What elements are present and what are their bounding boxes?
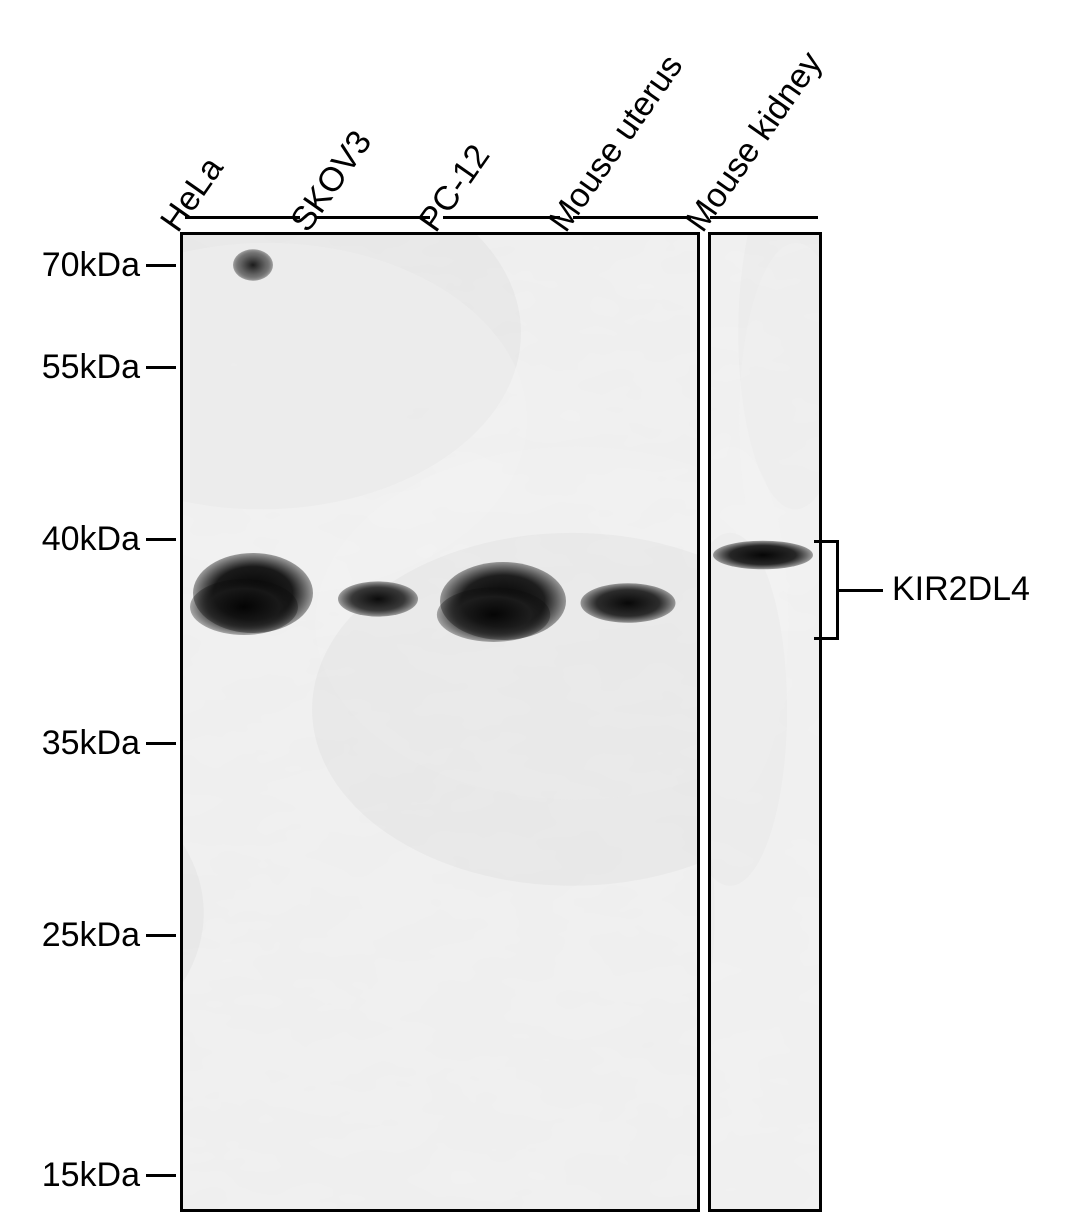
figure-stage: HeLa SKOV3 PC-12 Mouse uterus Mouse kidn… <box>0 0 1080 1227</box>
target-bracket-bot <box>814 637 836 640</box>
blot-background <box>183 235 700 1212</box>
blot-panel-main <box>180 232 700 1212</box>
lane-label: HeLa <box>153 150 232 239</box>
lane-header-bar <box>573 216 691 219</box>
lane-label: Mouse uterus <box>541 48 691 239</box>
mw-marker-label: 40kDa <box>10 520 140 559</box>
target-bracket-top <box>814 540 836 543</box>
mw-marker-tick <box>146 538 176 541</box>
lane-header-bar <box>315 216 430 219</box>
lane-header-bar <box>185 216 300 219</box>
mw-marker-tick <box>146 264 176 267</box>
target-bracket-stem <box>839 589 883 592</box>
blot-background <box>711 235 822 1212</box>
lane-header-bar <box>710 216 818 219</box>
lane-label: SKOV3 <box>283 124 380 239</box>
lane-label: Mouse kidney <box>678 45 830 239</box>
mw-marker-tick <box>146 742 176 745</box>
mw-marker-tick <box>146 934 176 937</box>
mw-marker-label: 35kDa <box>10 724 140 763</box>
mw-marker-label: 70kDa <box>10 246 140 285</box>
mw-marker-label: 25kDa <box>10 916 140 955</box>
mw-marker-tick <box>146 1174 176 1177</box>
lane-header-bar <box>443 216 560 219</box>
target-label: KIR2DL4 <box>892 570 1030 609</box>
mw-marker-label: 55kDa <box>10 348 140 387</box>
lane-label: PC-12 <box>411 138 498 239</box>
mw-marker-tick <box>146 366 176 369</box>
blot-panel-kidney <box>708 232 822 1212</box>
mw-marker-label: 15kDa <box>10 1156 140 1195</box>
